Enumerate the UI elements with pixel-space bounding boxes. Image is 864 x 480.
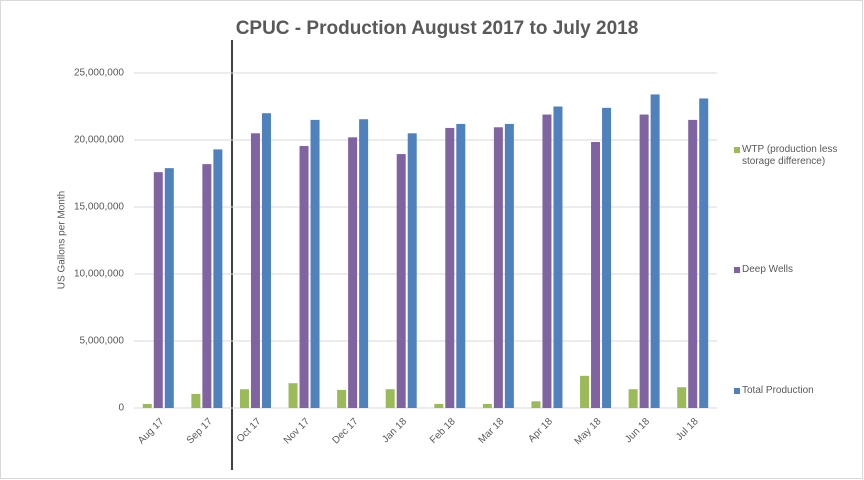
bar (288, 383, 298, 408)
bar (639, 114, 649, 408)
bar (628, 389, 638, 408)
bar (142, 403, 152, 408)
bar (250, 133, 260, 409)
bar (602, 107, 612, 408)
bar (310, 119, 320, 409)
y-tick-label: 10,000,000 (74, 269, 124, 280)
legend-label: WTP (production less storage difference) (742, 144, 838, 167)
bar (482, 403, 492, 408)
bar (650, 94, 660, 408)
bar (164, 168, 174, 408)
y-tick-label: 0 (118, 403, 124, 414)
bar (407, 133, 417, 409)
y-axis-title: US Gallons per Month (57, 191, 68, 289)
y-tick-label: 20,000,000 (74, 135, 124, 146)
bar (239, 389, 249, 408)
bar (531, 401, 541, 408)
bar (191, 393, 201, 408)
bar (385, 389, 395, 408)
bar (153, 172, 163, 408)
legend-swatch (734, 388, 740, 394)
bar (202, 164, 212, 408)
bar (337, 389, 347, 408)
bar (493, 127, 503, 409)
bar (434, 403, 444, 408)
bar (456, 123, 466, 409)
legend-swatch (734, 267, 740, 273)
bar (213, 149, 223, 408)
bar (348, 137, 358, 408)
bar (542, 114, 552, 408)
legend-label: Deep Wells (742, 264, 793, 275)
bar (553, 106, 563, 408)
y-tick-label: 15,000,000 (74, 202, 124, 213)
bar (396, 154, 406, 408)
chart-title: CPUC - Production August 2017 to July 20… (236, 18, 639, 39)
bar (445, 127, 455, 408)
y-tick-label: 25,000,000 (74, 68, 124, 79)
bar (677, 387, 687, 408)
legend-label: Total Production (742, 385, 814, 396)
bar (580, 375, 590, 408)
legend-swatch (734, 147, 740, 153)
bar (504, 123, 514, 409)
bar (261, 113, 271, 408)
y-tick-label: 5,000,000 (80, 336, 125, 347)
bar (699, 98, 709, 409)
bar (299, 146, 309, 408)
bar (359, 119, 369, 408)
bar (688, 119, 698, 409)
bar (591, 142, 601, 408)
